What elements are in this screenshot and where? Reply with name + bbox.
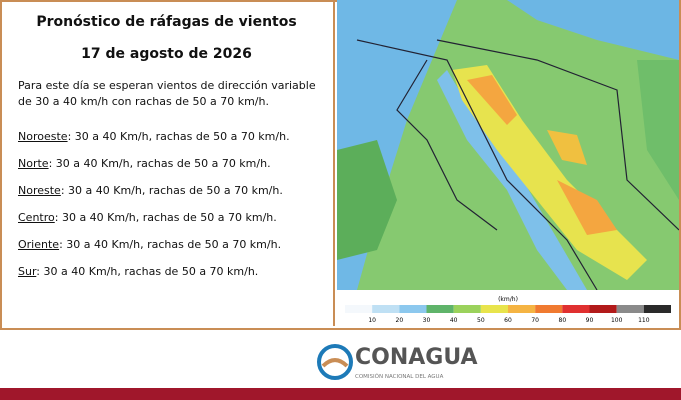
border-line <box>436 39 679 231</box>
region-row: Noreste: 30 a 40 Km/h, rachas de 50 a 70… <box>18 184 290 211</box>
gust-zone <box>557 180 617 235</box>
footer-bar <box>0 388 681 400</box>
legend-tick: 40 <box>450 317 458 324</box>
logo: CONAGUA COMISIÓN NACIONAL DEL AGUA <box>317 344 478 380</box>
gust-zone <box>467 75 517 125</box>
logo-subtitle: COMISIÓN NACIONAL DEL AGUA <box>355 373 444 380</box>
logo-icon <box>317 344 353 380</box>
region-detail: : 30 a 40 Km/h, rachas de 50 a 70 km/h. <box>36 265 259 278</box>
region-detail: : 30 a 40 Km/h, rachas de 50 a 70 km/h. <box>67 130 290 143</box>
region-detail: : 30 a 40 Km/h, rachas de 50 a 70 km/h. <box>59 238 282 251</box>
region-detail: : 30 a 40 Km/h, rachas de 50 a 70 km/h. <box>54 211 277 224</box>
region-list: Noroeste: 30 a 40 Km/h, rachas de 50 a 7… <box>18 130 290 292</box>
legend-tick: 110 <box>638 317 650 324</box>
color-swatch <box>399 305 427 313</box>
color-swatch <box>643 305 671 313</box>
legend-tick: 50 <box>477 317 485 324</box>
border-line <box>396 59 498 231</box>
legend-tick: 30 <box>423 317 431 324</box>
border-line <box>356 39 598 291</box>
north-zone <box>507 0 679 60</box>
region-name: Noreste <box>18 184 61 197</box>
region-row: Sur: 30 a 40 Km/h, rachas de 50 a 70 km/… <box>18 265 290 292</box>
color-swatch <box>345 305 373 313</box>
forecast-panel: Pronóstico de ráfagas de vientos 17 de a… <box>0 0 335 326</box>
region-name: Noroeste <box>18 130 68 143</box>
color-swatch <box>562 305 590 313</box>
region-name: Centro <box>18 211 55 224</box>
color-swatch <box>535 305 563 313</box>
region-name: Norte <box>18 157 49 170</box>
legend-tick: 60 <box>504 317 512 324</box>
color-swatch <box>426 305 454 313</box>
gulf <box>437 70 587 290</box>
logo-icon <box>321 358 349 368</box>
color-swatch <box>372 305 400 313</box>
summary: Para este día se esperan vientos de dire… <box>18 79 316 108</box>
color-swatch <box>616 305 644 313</box>
legend-tick: 70 <box>531 317 539 324</box>
region-name: Oriente <box>18 238 60 251</box>
title: Pronóstico de ráfagas de vientos <box>36 14 297 30</box>
legend-tick: 20 <box>396 317 404 324</box>
region-row: Oriente: 30 a 40 Km/h, rachas de 50 a 70… <box>18 238 290 265</box>
date: 17 de agosto de 2026 <box>81 46 252 62</box>
wind-map: (km/h) 10 20 30 40 50 60 70 80 90 100 110 <box>337 0 679 326</box>
region-row: Centro: 30 a 40 Km/h, rachas de 50 a 70 … <box>18 211 290 238</box>
ocean-zone <box>337 140 397 260</box>
logo-text: CONAGUA <box>355 345 478 370</box>
region-row: Norte: 30 a 40 Km/h, rachas de 50 a 70 k… <box>18 157 290 184</box>
east-zone <box>637 60 679 200</box>
legend-tick: 80 <box>559 317 567 324</box>
color-swatch <box>589 305 617 313</box>
region-row: Noroeste: 30 a 40 Km/h, rachas de 50 a 7… <box>18 130 290 157</box>
color-swatch <box>480 305 508 313</box>
legend-tick: 100 <box>611 317 623 324</box>
color-swatch <box>508 305 536 313</box>
region-detail: : 30 a 40 Km/h, rachas de 50 a 70 km/h. <box>60 184 283 197</box>
region-name: Sur <box>18 265 37 278</box>
legend-unit: (km/h) <box>498 296 518 303</box>
gust-zone <box>547 130 587 165</box>
legend-tick: 90 <box>586 317 594 324</box>
color-swatch <box>453 305 481 313</box>
region-detail: : 30 a 40 Km/h, rachas de 50 a 70 km/h. <box>48 157 271 170</box>
legend-tick: 10 <box>368 317 376 324</box>
